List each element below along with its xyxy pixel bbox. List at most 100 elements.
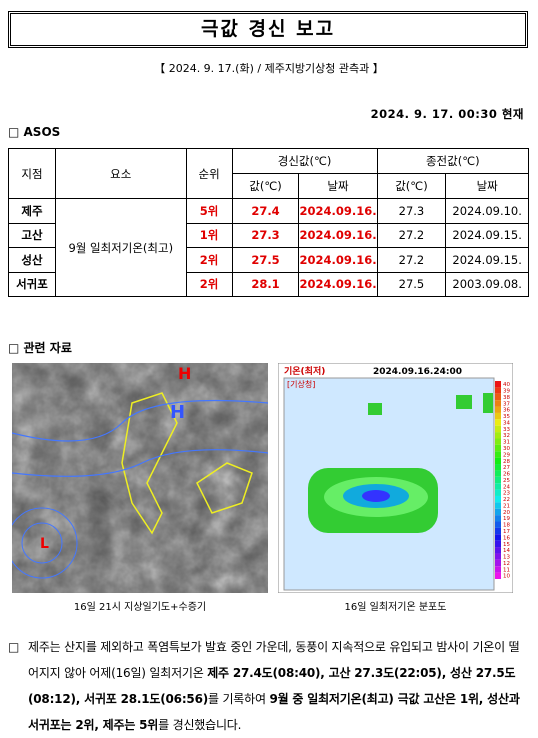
colorbar-label: 20 [503, 510, 510, 516]
colorbar-label: 31 [503, 440, 510, 446]
subtitle: 【 2024. 9. 17.(화) / 제주지방기상청 관측과 】 [154, 62, 384, 75]
old-value-cell: 27.2 [376, 247, 447, 273]
temperature-map: 기온(최저) 2024.09.16.24:00 [기상청] 4039383736… [278, 363, 513, 593]
summary-text: 제주는 산지를 제외하고 폭염특보가 발효 중인 가운데, 동풍이 지속적으로 … [28, 640, 520, 680]
colorbar-label: 16 [503, 535, 510, 541]
new-value-cell: 27.3 [231, 222, 300, 248]
rank-cell: 5위 [185, 198, 233, 224]
colorbar-swatch [495, 527, 501, 535]
old-value-cell: 27.5 [376, 271, 447, 297]
colorbar-swatch [495, 381, 501, 388]
colorbar-label: 10 [503, 574, 510, 580]
colorbar-swatch [495, 425, 501, 433]
new-date-cell: 2024.09.16. [298, 271, 378, 297]
summary-paragraph: 제주는 산지를 제외하고 폭염특보가 발효 중인 가운데, 동풍이 지속적으로 … [28, 634, 524, 738]
table-row: 제주 9월 일최저기온(최고) 5위 27.4 2024.09.16. 27.3 2024.… [8, 198, 529, 297]
colorbar-label: 40 [503, 382, 510, 388]
colorbar-swatch [495, 406, 501, 413]
header-cell: 값(℃) [231, 173, 300, 199]
element-cell: 9월 일최저기온(최고) [54, 198, 187, 297]
colorbar-label: 19 [503, 516, 510, 522]
colorbar-swatch [495, 412, 501, 420]
colorbar-label: 27 [503, 465, 510, 471]
colorbar-label: 36 [503, 408, 510, 414]
colorbar-label: 23 [503, 491, 510, 497]
colorbar-swatch [495, 495, 501, 503]
map-source: [기상청] [287, 379, 315, 389]
new-value-cell: 27.4 [231, 198, 300, 224]
section-heading: □ ASOS [8, 125, 61, 139]
old-value-cell: 27.2 [376, 222, 447, 248]
colorbar-label: 13 [503, 555, 510, 561]
map-label: H [170, 402, 185, 423]
colorbar-label: 24 [503, 484, 510, 490]
colorbar-swatch [495, 508, 501, 516]
colorbar-swatch [495, 566, 501, 573]
colorbar-label: 37 [503, 401, 510, 407]
summary-text: 제주 27.4도(08:40), 고산 27.3도(22:05), 성산 27.… [28, 666, 516, 706]
colorbar-label: 11 [503, 567, 510, 573]
old-date-cell: 2003.09.08. [445, 271, 529, 297]
colorbar-swatch [495, 470, 501, 477]
old-date-cell: 2024.09.15. [445, 222, 529, 248]
colorbar-label: 29 [503, 452, 510, 458]
new-date-cell: 2024.09.16. [298, 198, 378, 224]
new-value-cell: 28.1 [231, 271, 300, 297]
summary-text: 를 기록하여 [208, 692, 270, 706]
colorbar-swatch [495, 419, 501, 426]
header-cell: 값(℃) [376, 173, 447, 199]
datetime: 2024. 9. 17. 00:30 현재 [370, 107, 524, 121]
bullet: □ [8, 640, 20, 654]
colorbar-label: 33 [503, 427, 510, 433]
colorbar-swatch [495, 438, 501, 445]
colorbar-label: 35 [503, 414, 510, 420]
colorbar-swatch [495, 489, 501, 496]
colorbar-swatch [495, 451, 501, 458]
colorbar-swatch [495, 387, 501, 394]
header-cell: 경신값(℃) [231, 148, 378, 174]
colorbar-swatch [495, 444, 501, 452]
colorbar-label: 38 [503, 395, 510, 401]
colorbar-swatch [495, 572, 501, 579]
figure-caption: 16일 21시 지상일기도+수증기 [73, 602, 207, 613]
colorbar-label: 30 [503, 446, 510, 452]
table-row: 고산 1위 27.3 2024.09.16. 27.2 2024.09.15. [8, 222, 529, 248]
colorbar-swatch [495, 515, 501, 522]
new-date-cell: 2024.09.16. [298, 222, 378, 248]
colorbar-swatch [495, 559, 501, 567]
table-row: 성산 2위 27.5 2024.09.16. 27.2 2024.09.15. [8, 247, 529, 273]
weather-map: H L H [12, 363, 268, 593]
header-cell: 종전값(℃) [376, 148, 530, 174]
section-heading: □ 관련 자료 [8, 341, 72, 355]
old-date-cell: 2024.09.15. [445, 247, 529, 273]
colorbar-label: 22 [503, 497, 510, 503]
new-value-cell: 27.5 [231, 247, 300, 273]
summary-text: 를 경신했습니다. [158, 718, 242, 732]
header-cell: 지점 [8, 148, 56, 199]
colorbar-label: 34 [503, 420, 510, 426]
colorbar-label: 18 [503, 523, 510, 529]
rank-cell: 2위 [185, 271, 233, 297]
station-cell: 성산 [8, 247, 56, 273]
rank-cell: 2위 [185, 247, 233, 273]
rank-cell: 1위 [185, 222, 233, 248]
colorbar-label: 15 [503, 542, 510, 548]
record-table: 지점 요소 순위 경신값(℃) 종전값(℃) 값(℃) 날짜 값(℃) 날짜 제주 9월 일최저… [8, 148, 530, 297]
new-date-cell: 2024.09.16. [298, 247, 378, 273]
station-cell: 서귀포 [8, 271, 56, 297]
colorbar-label: 39 [503, 388, 510, 394]
colorbar-swatch [495, 534, 501, 541]
colorbar-label: 25 [503, 478, 510, 484]
map-label: H [178, 364, 191, 383]
colorbar-swatch [495, 547, 501, 554]
colorbar-swatch [495, 464, 501, 471]
colorbar-label: 17 [503, 529, 510, 535]
colorbar-label: 12 [503, 561, 510, 567]
map-title: 기온(최저) [284, 365, 325, 377]
colorbar-swatch [495, 476, 501, 484]
table-row: 서귀포 2위 28.1 2024.09.16. 27.5 2003.09.08. [8, 271, 529, 297]
colorbar-label: 28 [503, 459, 510, 465]
map-time: 2024.09.16.24:00 [373, 367, 462, 377]
colorbar-swatch [495, 400, 501, 407]
